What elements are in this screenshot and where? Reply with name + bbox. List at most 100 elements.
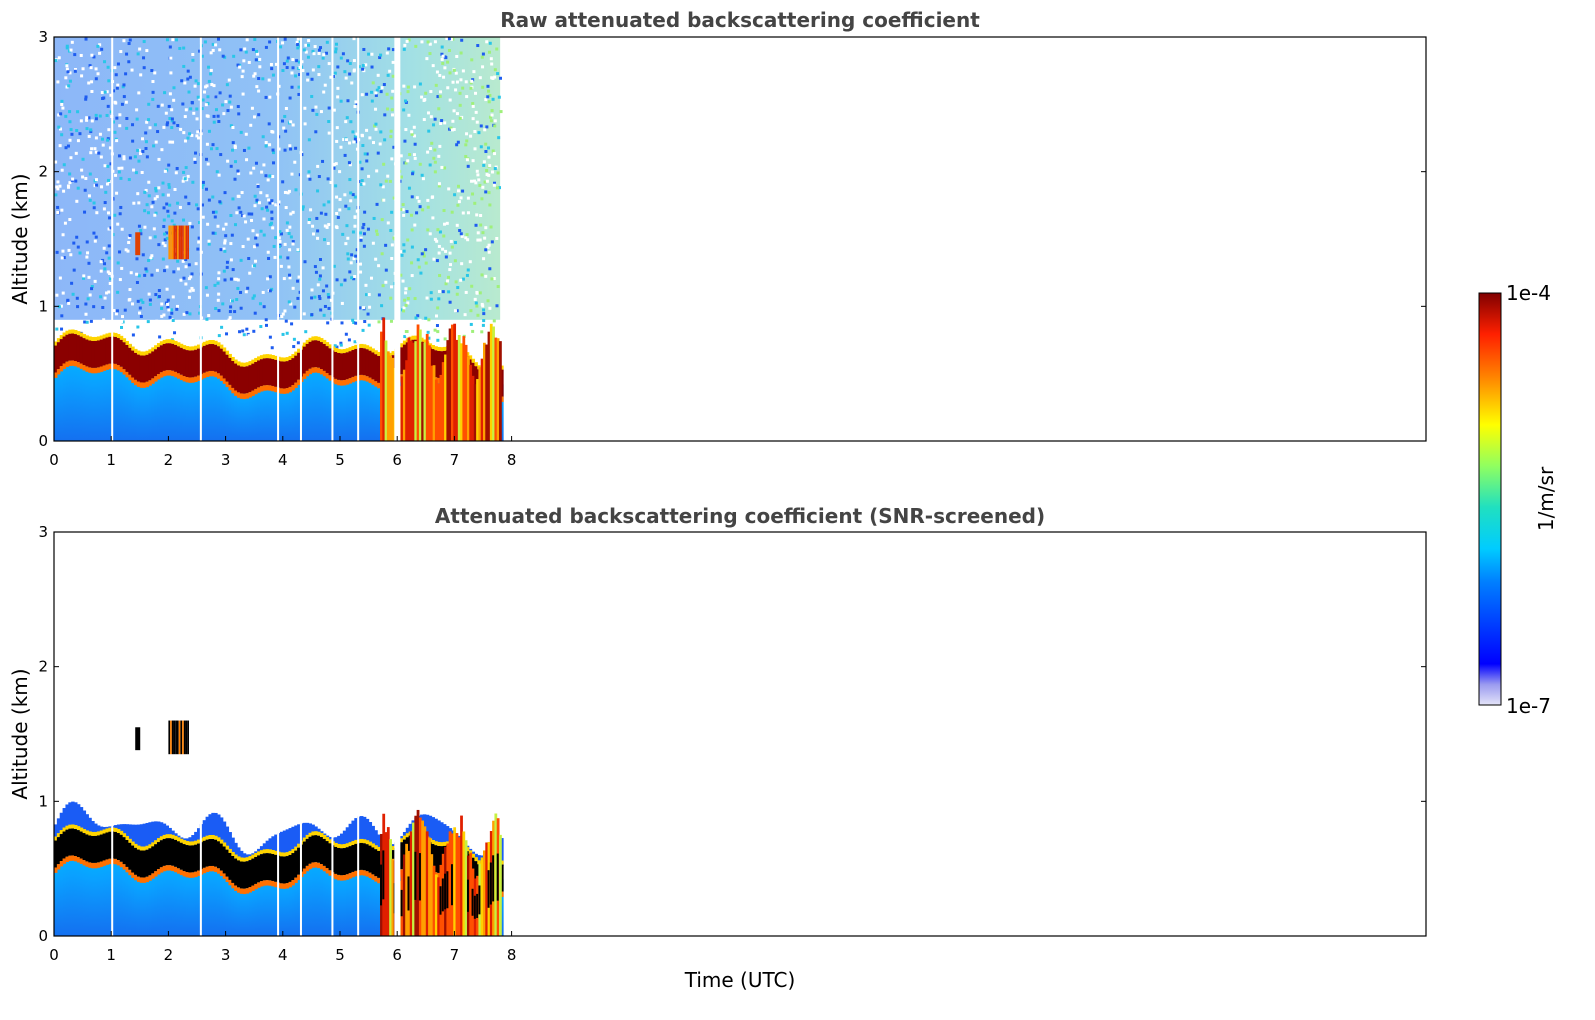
noise-pixel: [311, 108, 315, 112]
noise-pixel: [498, 76, 502, 80]
noise-pixel: [343, 278, 347, 282]
layer-edge: [314, 831, 318, 836]
noise-pixel: [311, 68, 315, 72]
aerosol-column: [254, 871, 258, 936]
layer-edge: [362, 870, 367, 876]
x-tick-label: 2: [164, 946, 174, 964]
layer-core: [145, 354, 149, 382]
noise-pixel: [484, 226, 488, 230]
noise-pixel: [370, 65, 374, 69]
noise-pixel: [403, 298, 407, 302]
noise-pixel: [294, 146, 298, 150]
aerosol-fringe: [136, 824, 141, 851]
aerosol-fringe: [151, 821, 155, 848]
noise-pixel: [379, 90, 383, 94]
aerosol-fringe: [425, 814, 430, 842]
layer-core: [302, 346, 307, 374]
noise-pixel: [201, 215, 205, 219]
layer-core: [434, 350, 438, 378]
layer-edge: [342, 349, 347, 354]
plume-column: [382, 317, 386, 441]
layer-core: [291, 358, 295, 386]
layer-edge: [311, 367, 315, 373]
aerosol-column: [105, 847, 109, 936]
noise-pixel: [490, 240, 494, 244]
noise-pixel: [441, 290, 445, 294]
noise-pixel: [167, 104, 171, 108]
noise-pixel: [291, 240, 295, 244]
noise-pixel: [235, 211, 239, 215]
plume-column: [444, 354, 447, 441]
layer-edge: [91, 831, 95, 836]
plume-column: [489, 323, 493, 441]
layer-core: [308, 836, 312, 864]
layer-edge: [142, 877, 147, 883]
aerosol-column: [108, 351, 112, 441]
data-gap: [277, 37, 280, 441]
noise-pixel: [128, 234, 132, 238]
noise-pixel: [481, 323, 485, 327]
layer-core: [219, 843, 224, 871]
noise-pixel: [141, 149, 145, 153]
noise-pixel: [319, 308, 323, 312]
noise-pixel: [205, 84, 209, 88]
noise-pixel: [239, 130, 243, 134]
noise-pixel: [483, 180, 487, 184]
noise-pixel: [347, 207, 351, 211]
noise-pixel: [220, 325, 224, 329]
noise-pixel: [471, 342, 475, 346]
noise-pixel: [404, 128, 408, 132]
layer-core: [96, 835, 101, 863]
layer-edge: [119, 830, 124, 835]
layer-edge: [62, 858, 67, 864]
noise-pixel: [191, 180, 195, 184]
noise-pixel: [209, 72, 213, 76]
layer-edge: [322, 339, 327, 344]
layer-core: [68, 828, 72, 856]
noise-pixel: [175, 307, 179, 311]
noise-pixel: [63, 221, 67, 225]
noise-pixel: [288, 96, 292, 100]
noise-pixel: [345, 138, 349, 142]
aerosol-column: [56, 851, 61, 936]
layer-core: [182, 844, 187, 872]
noise-pixel: [121, 315, 125, 319]
noise-pixel: [172, 121, 176, 125]
layer-core: [116, 833, 121, 861]
layer-core: [360, 347, 364, 375]
noise-pixel: [262, 305, 266, 309]
layer-core: [268, 358, 272, 386]
noise-pixel: [56, 205, 60, 209]
noise-pixel: [465, 233, 469, 237]
layer-edge: [205, 835, 210, 840]
noise-pixel: [468, 260, 472, 264]
noise-pixel: [361, 328, 365, 332]
noise-pixel: [421, 208, 425, 212]
aerosol-column: [88, 355, 92, 441]
noise-pixel: [101, 96, 105, 100]
noise-pixel: [281, 332, 285, 336]
noise-pixel: [426, 228, 430, 232]
layer-core: [125, 839, 129, 867]
layer-core: [99, 339, 104, 367]
noise-pixel: [153, 123, 157, 127]
noise-pixel: [367, 293, 371, 297]
noise-pixel: [426, 330, 430, 334]
noise-pixel: [142, 56, 146, 60]
aerosol-fringe: [79, 807, 84, 833]
aerosol-column: [211, 358, 215, 441]
noise-pixel: [76, 245, 80, 249]
noise-pixel: [488, 164, 492, 168]
noise-pixel: [415, 211, 419, 215]
noise-pixel: [165, 287, 169, 291]
noise-pixel: [166, 121, 170, 125]
noise-pixel: [469, 309, 473, 313]
aerosol-column: [217, 361, 221, 441]
noise-pixel: [87, 261, 91, 265]
noise-pixel: [345, 224, 349, 228]
noise-pixel: [144, 140, 148, 144]
noise-pixel: [254, 259, 258, 263]
layer-edge: [219, 375, 224, 381]
plume-saturated: [439, 886, 442, 915]
noise-pixel: [427, 111, 431, 115]
